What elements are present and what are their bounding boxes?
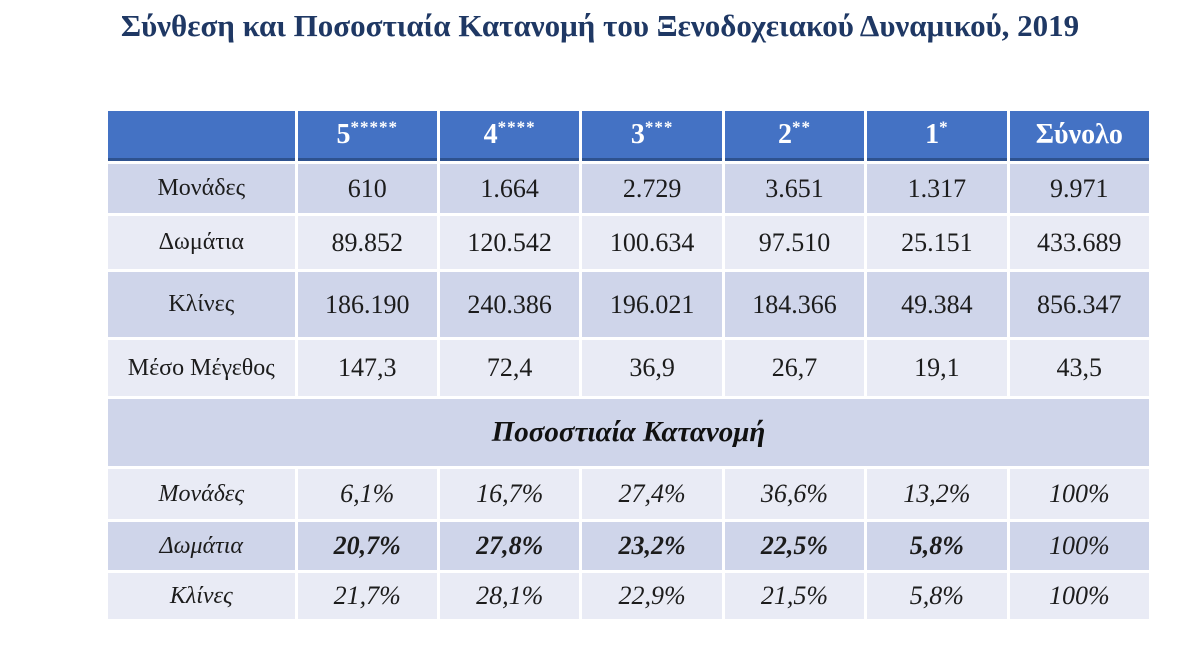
col-header-label: 2 (777, 118, 792, 150)
table-row-average-size: Μέσο Μέγεθος 147,3 72,4 36,9 26,7 19,1 4… (108, 340, 1149, 396)
table-cell: 22,5% (724, 522, 865, 570)
table-row-rooms: Δωμάτια 89.852 120.542 100.634 97.510 25… (108, 216, 1149, 269)
page-title: Σύνθεση και Ποσοστιαία Κατανομή του Ξενο… (120, 8, 1080, 43)
table-cell: 1.664 (439, 164, 580, 213)
row-label: Μέσο Μέγεθος (108, 340, 295, 396)
table-row-units-percent: Μονάδες 6,1% 16,7% 27,4% 36,6% 13,2% 100… (108, 469, 1149, 519)
table-cell: 26,7 (724, 340, 865, 396)
table-cell: 23,2% (582, 522, 722, 570)
section-header-row: Ποσοστιαία Κατανομή (108, 399, 1149, 466)
col-header-label: 3 (630, 118, 645, 150)
table-cell: 22,9% (582, 573, 722, 619)
star-rating-icon: **** (497, 117, 536, 137)
col-header-label: 5 (336, 118, 351, 150)
star-rating-icon: *** (644, 117, 674, 137)
col-header-label: 1 (925, 118, 940, 150)
row-label: Κλίνες (108, 272, 295, 337)
table-cell: 100.634 (582, 216, 722, 269)
col-header-4-star: 4**** (439, 111, 580, 161)
col-header-5-star: 5***** (297, 111, 437, 161)
row-label: Δωμάτια (108, 522, 295, 570)
col-header-1-star: 1* (867, 111, 1007, 161)
table-cell: 5,8% (867, 522, 1007, 570)
table-cell: 21,5% (724, 573, 865, 619)
table-cell: 9.971 (1009, 164, 1149, 213)
col-header-2-star: 2** (724, 111, 865, 161)
table-cell: 36,9 (582, 340, 722, 396)
star-rating-icon: ***** (350, 117, 398, 137)
section-header-title: Ποσοστιαία Κατανομή (108, 399, 1149, 466)
table-cell: 240.386 (439, 272, 580, 337)
col-header-label: 4 (483, 118, 498, 150)
table-cell: 186.190 (297, 272, 437, 337)
table-cell: 1.317 (867, 164, 1007, 213)
col-header-label: Σύνολο (1035, 118, 1123, 150)
table-cell: 21,7% (297, 573, 437, 619)
corner-blank-cell (108, 111, 295, 161)
table-row-units: Μονάδες 610 1.664 2.729 3.651 1.317 9.97… (108, 164, 1149, 213)
table-cell: 27,8% (439, 522, 580, 570)
table-cell: 20,7% (297, 522, 437, 570)
table-cell: 184.366 (724, 272, 865, 337)
table-cell: 196.021 (582, 272, 722, 337)
table-cell: 13,2% (867, 469, 1007, 519)
col-header-3-star: 3*** (582, 111, 722, 161)
table-cell: 856.347 (1009, 272, 1149, 337)
table-cell: 610 (297, 164, 437, 213)
table-header-row: 5***** 4**** 3*** 2** 1* Σύνολο (108, 111, 1149, 161)
table-cell: 2.729 (582, 164, 722, 213)
hotel-capacity-table: 5***** 4**** 3*** 2** 1* Σύνολο Μονάδες … (105, 108, 1152, 622)
table-cell: 100% (1009, 522, 1149, 570)
table-cell: 147,3 (297, 340, 437, 396)
table-cell: 433.689 (1009, 216, 1149, 269)
table-cell: 49.384 (867, 272, 1007, 337)
star-rating-icon: * (939, 117, 949, 137)
table-cell: 28,1% (439, 573, 580, 619)
table-cell: 72,4 (439, 340, 580, 396)
table-row-rooms-percent: Δωμάτια 20,7% 27,8% 23,2% 22,5% 5,8% 100… (108, 522, 1149, 570)
table-row-beds: Κλίνες 186.190 240.386 196.021 184.366 4… (108, 272, 1149, 337)
table-row-beds-percent: Κλίνες 21,7% 28,1% 22,9% 21,5% 5,8% 100% (108, 573, 1149, 619)
col-header-total: Σύνολο (1009, 111, 1149, 161)
table-cell: 43,5 (1009, 340, 1149, 396)
row-label: Κλίνες (108, 573, 295, 619)
table-cell: 16,7% (439, 469, 580, 519)
row-label: Μονάδες (108, 164, 295, 213)
table-cell: 27,4% (582, 469, 722, 519)
table-cell: 36,6% (724, 469, 865, 519)
table-cell: 25.151 (867, 216, 1007, 269)
table-cell: 100% (1009, 573, 1149, 619)
table-cell: 97.510 (724, 216, 865, 269)
table-cell: 120.542 (439, 216, 580, 269)
table-cell: 19,1 (867, 340, 1007, 396)
row-label: Δωμάτια (108, 216, 295, 269)
row-label: Μονάδες (108, 469, 295, 519)
table-cell: 3.651 (724, 164, 865, 213)
table-cell: 6,1% (297, 469, 437, 519)
star-rating-icon: ** (791, 117, 811, 137)
table-cell: 5,8% (867, 573, 1007, 619)
table-cell: 89.852 (297, 216, 437, 269)
table-cell: 100% (1009, 469, 1149, 519)
